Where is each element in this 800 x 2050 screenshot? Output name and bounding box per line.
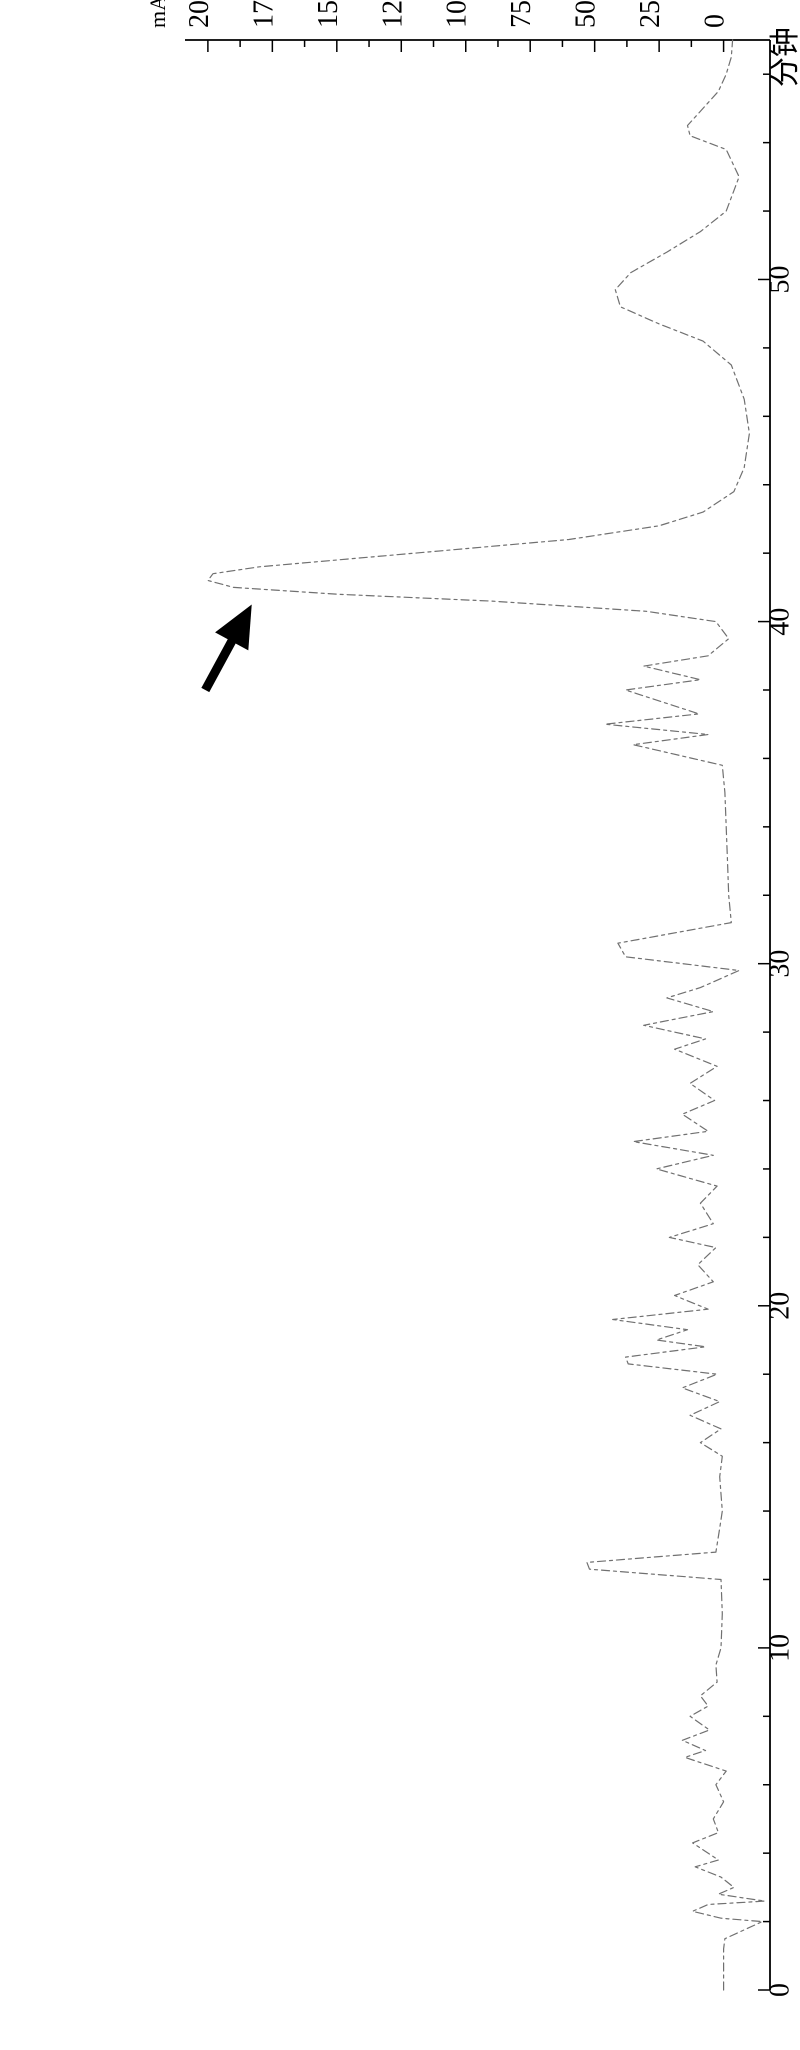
svg-text:2000: 2000 — [184, 0, 215, 28]
chromatogram-chart: 0 250 500 750 1000 1250 1500 1750 2000 mAU 0 10 20 30… — [0, 0, 800, 2050]
svg-text:分钟: 分钟 — [769, 27, 800, 87]
svg-text:1750: 1750 — [248, 0, 279, 28]
svg-text:750: 750 — [506, 0, 537, 28]
svg-text:20: 20 — [764, 1292, 795, 1320]
chromatogram-svg: 0 250 500 750 1000 1250 1500 1750 2000 mAU 0 10 20 30… — [0, 0, 800, 2050]
svg-text:10: 10 — [764, 1634, 795, 1662]
svg-text:0: 0 — [700, 14, 731, 28]
svg-text:250: 250 — [635, 0, 666, 28]
svg-text:500: 500 — [571, 0, 602, 28]
svg-text:1250: 1250 — [377, 0, 408, 28]
svg-text:50: 50 — [764, 265, 795, 293]
svg-text:30: 30 — [764, 950, 795, 978]
svg-text:0: 0 — [764, 1983, 795, 1997]
svg-text:40: 40 — [764, 608, 795, 636]
svg-text:1500: 1500 — [313, 0, 344, 28]
svg-text:mAU: mAU — [145, 0, 170, 28]
svg-text:1000: 1000 — [442, 0, 473, 28]
